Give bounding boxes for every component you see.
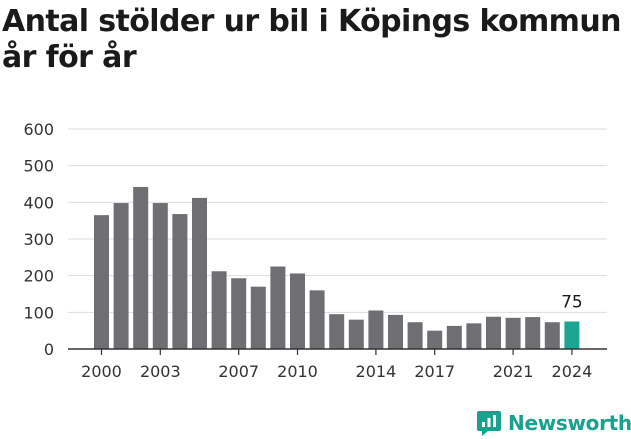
x-tick-label: 2017 [414,362,455,381]
bar [427,330,443,349]
y-tick-label: 200 [23,267,54,286]
y-tick-label: 0 [44,340,54,359]
x-tick-label: 2021 [493,362,534,381]
chart-title-line-1: Antal stölder ur bil i Köpings kommun [2,4,621,39]
y-tick-label: 600 [23,120,54,139]
x-tick-label: 2007 [218,362,259,381]
bar [152,203,168,349]
y-tick-label: 400 [23,193,54,212]
bar [309,290,325,349]
bar [133,186,149,349]
y-tick-label: 500 [23,157,54,176]
x-tick-label: 2010 [277,362,318,381]
bar [505,317,521,349]
brand-name: Newsworthy [508,411,631,435]
bar [466,323,482,349]
x-tick-label: 2003 [140,362,181,381]
bar [290,273,305,349]
bar [250,286,266,349]
bar [172,214,188,349]
y-tick-label: 100 [23,303,54,322]
bar-highlight [564,321,580,349]
bar [192,197,207,349]
bar [270,266,286,349]
x-tick-label: 2024 [552,362,593,381]
bar [113,203,129,349]
bar [525,317,541,349]
bar [211,271,227,349]
annotations: 75 [561,293,583,313]
bar [348,319,364,349]
bar [446,325,462,349]
bar [388,314,403,349]
bar [329,314,345,349]
x-axis [68,348,607,355]
bar [407,322,423,349]
grid-lines [68,128,607,313]
bar [231,278,247,349]
x-axis-tick-labels: 2000 2003 2007 2010 2014 2017 2021 2024 [81,362,592,381]
bar [486,316,501,349]
chart-title: Antal stölder ur bil i Köpings kommun år… [2,4,627,76]
y-axis-tick-labels: 0 100 200 300 400 500 600 [23,120,54,359]
bar [368,310,384,349]
bar [544,322,560,349]
bar [94,215,109,349]
highlight-value-label: 75 [561,293,583,313]
brand-logo: Newsworthy [476,408,631,438]
y-tick-label: 300 [23,230,54,249]
newsworthy-logo-icon [477,411,501,436]
x-tick-label: 2014 [356,362,397,381]
bars [94,186,580,349]
chart-title-line-2: år för år [2,40,137,75]
x-tick-label: 2000 [81,362,122,381]
